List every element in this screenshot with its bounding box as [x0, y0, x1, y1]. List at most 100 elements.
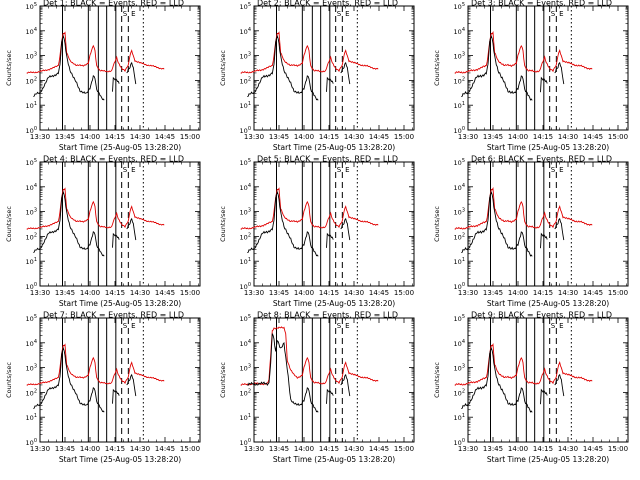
- detector-panel: Det 9: BLACK = Events, RED = LLD Counts/s…: [433, 311, 629, 464]
- y-tick-label: 100: [240, 126, 251, 135]
- detector-panel: Det 3: BLACK = Events, RED = LLD Counts/s…: [433, 0, 629, 152]
- x-tick-label: 14:45: [369, 289, 389, 297]
- plot-frame: [39, 161, 201, 287]
- marker-S: S: [551, 10, 556, 18]
- x-tick-label: 14:30: [344, 445, 364, 453]
- x-tick-label: 14:30: [344, 133, 364, 141]
- y-tick-label: 102: [240, 232, 251, 241]
- x-tick-label: 13:45: [55, 133, 75, 141]
- y-axis-label: Counts/sec: [433, 362, 441, 398]
- series-events-black: [33, 34, 137, 101]
- y-tick-label: 100: [240, 438, 251, 447]
- y-tick-label: 100: [240, 282, 251, 291]
- x-tick-label: 13:30: [30, 289, 50, 297]
- marker-E: E: [345, 166, 349, 174]
- panel-title: Det 9: BLACK = Events, RED = LLD: [471, 311, 612, 320]
- marker-E: E: [559, 10, 563, 18]
- series-events-black: [247, 34, 351, 101]
- y-axis-label: Counts/sec: [5, 206, 13, 242]
- y-tick-label: 104: [26, 183, 37, 192]
- y-tick-label: 100: [454, 282, 465, 291]
- x-tick-label: 14:45: [583, 445, 603, 453]
- series-events-black: [33, 346, 137, 413]
- x-tick-label: 14:00: [80, 445, 100, 453]
- y-axis-label: Counts/sec: [219, 362, 227, 398]
- x-tick-label: 13:30: [458, 133, 478, 141]
- y-tick-label: 101: [26, 257, 37, 266]
- y-tick-label: 102: [454, 232, 465, 241]
- x-tick-label: 14:45: [583, 289, 603, 297]
- x-tick-label: 13:45: [483, 445, 503, 453]
- x-tick-label: 14:15: [105, 133, 125, 141]
- y-tick-label: 100: [454, 126, 465, 135]
- marker-E: E: [131, 322, 135, 330]
- x-tick-label: 13:45: [483, 289, 503, 297]
- x-tick-label: 13:30: [30, 445, 50, 453]
- detector-panel: Det 8: BLACK = Events, RED = LLD Counts/s…: [219, 311, 415, 464]
- x-tick-label: 14:45: [369, 133, 389, 141]
- x-tick-label: 13:30: [458, 445, 478, 453]
- marker-S: S: [337, 322, 342, 330]
- panel-title: Det 5: BLACK = Events, RED = LLD: [257, 155, 398, 164]
- x-tick-label: 13:30: [30, 133, 50, 141]
- marker-E: E: [559, 166, 563, 174]
- marker-S: S: [337, 10, 342, 18]
- series-lld-red: [26, 187, 165, 230]
- x-tick-label: 15:00: [394, 289, 414, 297]
- x-tick-label: 14:30: [130, 133, 150, 141]
- plot-frame: [467, 5, 629, 131]
- y-tick-label: 105: [240, 158, 251, 167]
- series-lld-red: [26, 343, 165, 386]
- plot-frame: [39, 5, 201, 131]
- x-tick-label: 14:45: [583, 133, 603, 141]
- x-tick-label: 13:45: [55, 445, 75, 453]
- marker-S: S: [123, 10, 128, 18]
- y-tick-label: 102: [454, 76, 465, 85]
- x-tick-label: 14:00: [294, 289, 314, 297]
- series-events-black: [461, 347, 565, 413]
- detector-panel: Det 1: BLACK = Events, RED = LLD Counts/s…: [5, 0, 201, 152]
- y-tick-label: 104: [26, 27, 37, 36]
- plot-frame: [253, 5, 415, 131]
- y-tick-label: 101: [240, 257, 251, 266]
- y-tick-label: 102: [454, 388, 465, 397]
- x-tick-label: 14:15: [533, 133, 553, 141]
- x-tick-label: 14:00: [508, 445, 528, 453]
- x-tick-label: 14:45: [369, 445, 389, 453]
- x-tick-label: 15:00: [608, 133, 628, 141]
- x-tick-label: 14:00: [508, 133, 528, 141]
- x-tick-label: 14:00: [80, 133, 100, 141]
- y-tick-label: 102: [26, 388, 37, 397]
- y-tick-label: 103: [454, 208, 465, 217]
- y-tick-label: 100: [26, 282, 37, 291]
- x-tick-label: 15:00: [180, 289, 200, 297]
- plot-frame: [253, 161, 415, 287]
- series-lld-red: [240, 31, 379, 74]
- x-tick-label: 15:00: [394, 133, 414, 141]
- y-tick-label: 103: [454, 364, 465, 373]
- y-tick-label: 105: [26, 314, 37, 323]
- y-axis-label: Counts/sec: [5, 362, 13, 398]
- y-tick-label: 100: [454, 438, 465, 447]
- panel-title: Det 1: BLACK = Events, RED = LLD: [43, 0, 184, 8]
- y-tick-label: 104: [454, 339, 465, 348]
- panel-title: Det 7: BLACK = Events, RED = LLD: [43, 311, 184, 320]
- y-tick-label: 103: [240, 208, 251, 217]
- y-tick-label: 103: [26, 208, 37, 217]
- x-tick-label: 14:30: [130, 289, 150, 297]
- y-tick-label: 102: [26, 76, 37, 85]
- detector-panel: Det 7: BLACK = Events, RED = LLD Counts/s…: [5, 311, 201, 464]
- plot-frame: [253, 317, 415, 443]
- y-tick-label: 102: [240, 76, 251, 85]
- x-axis-label: Start Time (25-Aug-05 13:28:20): [59, 455, 181, 464]
- x-tick-label: 14:30: [558, 289, 578, 297]
- x-tick-label: 14:15: [319, 133, 339, 141]
- x-tick-label: 14:00: [508, 289, 528, 297]
- series-lld-red: [454, 186, 593, 230]
- x-tick-label: 13:30: [458, 289, 478, 297]
- y-tick-label: 105: [26, 158, 37, 167]
- y-tick-label: 101: [26, 101, 37, 110]
- marker-E: E: [131, 10, 135, 18]
- detector-panel: Det 4: BLACK = Events, RED = LLD Counts/s…: [5, 155, 201, 308]
